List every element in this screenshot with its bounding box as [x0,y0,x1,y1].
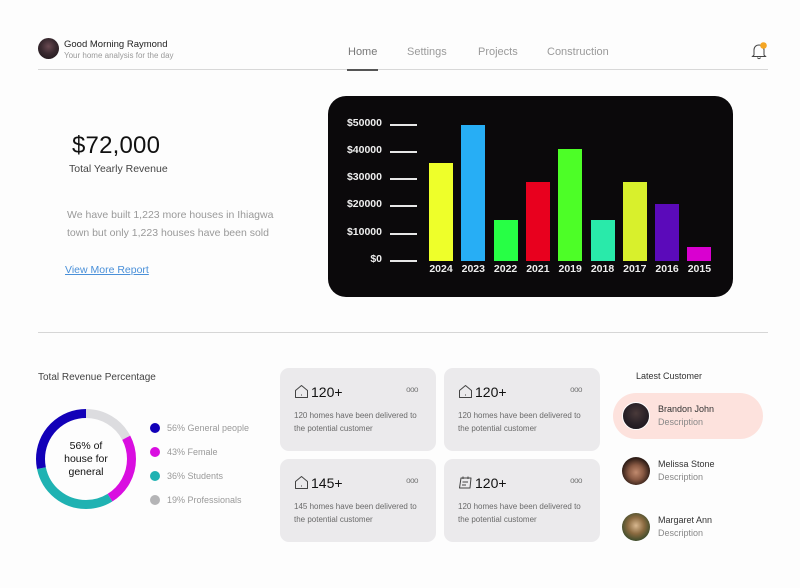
x-label: 2024 [429,263,453,275]
more-options-icon[interactable]: ooo [570,476,582,485]
y-tick: $10000 [346,226,382,238]
bar-2024[interactable] [429,163,453,261]
y-tick: $50000 [346,117,382,129]
x-label: 2021 [526,263,550,275]
legend-item-general: 56% General people [150,422,249,434]
nav-projects[interactable]: Projects [478,46,518,58]
customer-avatar [622,402,650,430]
legend-item-students: 36% Students [150,470,249,482]
customer-name: Melissa Stone [658,459,715,469]
stat-description: 145 homes have been delivered to the pot… [294,502,417,524]
x-label: 2022 [493,263,518,275]
nav-construction[interactable]: Construction [547,46,609,58]
y-tick-line [390,124,417,126]
bar-2016[interactable] [655,203,680,261]
y-tick: $0 [370,253,382,265]
revenue-donut-chart [36,409,136,509]
bar-2022[interactable] [493,220,518,261]
legend-dot [150,423,160,433]
house-icon [295,385,308,398]
calendar-icon [459,476,472,489]
stat-description: 120 homes have been delivered to the pot… [458,411,581,433]
revenue-label: Total Yearly Revenue [69,163,168,175]
bar-2023[interactable] [461,125,486,261]
stat-value: 120+ [475,384,507,400]
bar-2019[interactable] [558,149,583,261]
legend-item-female: 43% Female [150,446,249,458]
bar-2015[interactable] [687,247,712,261]
bell-icon[interactable] [751,42,767,60]
y-tick: $40000 [346,144,382,156]
view-more-report-link[interactable]: View More Report [65,264,149,276]
y-tick-line [390,233,417,235]
donut-legend: 56% General people 43% Female 36% Studen… [150,422,249,518]
top-header: Good Morning Raymond Your home analysis … [38,36,768,71]
stat-card[interactable]: 120+ ooo 120 homes have been delivered t… [444,368,600,451]
revenue-bar-chart: $50000 $40000 $30000 $20000 $10000 $0 20… [328,96,733,297]
customer-description: Description [658,528,704,538]
customer-item[interactable]: Brandon John Description [613,393,763,439]
legend-dot [150,447,160,457]
customer-description: Description [658,472,704,482]
notification-dot [760,42,767,49]
more-options-icon[interactable]: ooo [570,385,582,394]
legend-dot [150,495,160,505]
section-divider [38,332,768,333]
customer-description: Description [658,417,704,427]
bar-2021[interactable] [525,182,550,261]
y-tick-line [390,260,417,262]
latest-customer-title: Latest Customer [636,371,703,381]
y-tick-line [390,151,417,153]
y-tick-line [390,178,417,180]
x-label: 2015 [687,263,712,275]
stat-card[interactable]: 145+ ooo 145 homes have been delivered t… [280,459,436,542]
stat-description: 120 homes have been delivered to the pot… [294,411,417,433]
greeting-text: Good Morning Raymond [64,39,168,50]
nav-settings[interactable]: Settings [407,46,447,58]
y-tick-line [390,205,417,207]
user-avatar[interactable] [38,38,59,59]
revenue-amount: $72,000 [72,132,161,159]
customer-name: Brandon John [658,404,715,414]
revenue-description: We have built 1,223 more houses in Ihiag… [67,209,274,239]
stat-value: 120+ [311,384,343,400]
x-label: 2016 [655,263,679,275]
customer-name: Margaret Ann [658,515,713,525]
legend-dot [150,471,160,481]
stat-value: 120+ [475,475,507,491]
stat-value: 145+ [311,475,343,491]
stat-description: 120 homes have been delivered to the pot… [458,502,581,524]
greeting-subtitle: Your home analysis for the day [64,51,174,60]
house-icon [295,476,308,489]
revenue-percentage-title: Total Revenue Percentage [38,372,156,383]
customer-avatar [622,513,650,541]
y-tick: $20000 [346,198,382,210]
customer-item[interactable]: Margaret Ann Description [613,504,763,550]
customer-avatar [622,457,650,485]
y-tick: $30000 [346,171,382,183]
legend-item-professionals: 19% Professionals [150,494,249,506]
x-label: 2018 [590,263,615,275]
more-options-icon[interactable]: ooo [406,385,418,394]
bar-2018[interactable] [590,220,615,261]
stat-card[interactable]: 120+ ooo 120 homes have been delivered t… [444,459,600,542]
bar-2017[interactable] [622,182,647,261]
customer-item[interactable]: Melissa Stone Description [613,448,763,494]
stat-card[interactable]: 120+ ooo 120 homes have been delivered t… [280,368,436,451]
x-label: 2023 [461,263,485,275]
house-icon [459,385,472,398]
x-label: 2017 [623,263,647,275]
more-options-icon[interactable]: ooo [406,476,418,485]
donut-center-text: 56% of house for general [64,440,108,478]
nav-home[interactable]: Home [346,46,379,71]
x-label: 2019 [558,263,582,275]
